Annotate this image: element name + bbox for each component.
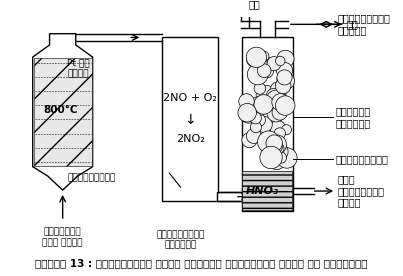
Text: 2NO + O₂: 2NO + O₂ [163,93,217,103]
Circle shape [246,129,261,144]
Circle shape [272,94,289,111]
Circle shape [242,132,257,148]
Text: तनु
नाइट्रिक
अम्ल: तनु नाइट्रिक अम्ल [338,174,385,208]
Circle shape [250,122,262,133]
Circle shape [238,104,256,122]
Circle shape [274,128,285,139]
Circle shape [277,50,294,68]
Text: जल: जल [249,0,260,9]
Text: उत्प्रेरक: उत्प्रेरक [67,173,116,182]
Circle shape [257,120,277,139]
Polygon shape [33,58,92,166]
Circle shape [250,112,262,124]
Circle shape [266,90,287,111]
Text: जल: जल [347,19,358,29]
Circle shape [251,98,265,112]
Circle shape [250,97,269,116]
Circle shape [247,54,260,67]
Text: अमोनिया
तथा वायु: अमोनिया तथा वायु [42,227,83,247]
Circle shape [256,85,276,106]
Circle shape [267,104,285,122]
Bar [241,38,293,211]
Circle shape [276,56,285,66]
Circle shape [240,106,257,123]
Circle shape [271,141,282,153]
Circle shape [270,82,287,99]
Text: क्वार्ट्ज: क्वार्ट्ज [335,154,388,164]
Circle shape [267,135,287,154]
Circle shape [258,51,269,62]
Circle shape [275,78,291,94]
Circle shape [278,73,295,89]
Bar [162,38,218,201]
Text: 2NO₂: 2NO₂ [176,134,204,144]
Circle shape [261,141,272,152]
Bar [243,171,292,210]
Polygon shape [33,34,93,190]
Circle shape [258,131,280,153]
Circle shape [272,105,287,120]
Circle shape [281,125,291,135]
Circle shape [247,64,268,85]
Circle shape [254,95,274,114]
Text: अवशोषण
स्तम्भ: अवशोषण स्तम्भ [335,106,370,128]
Text: चित्र 13 : ओस्टवाल्ड विधि द्वारा नाइट्रिक अम्ल का निर्माण: चित्र 13 : ओस्टवाल्ड विधि द्वारा नाइट्रि… [35,258,368,268]
Circle shape [276,152,287,163]
Circle shape [268,153,285,170]
Circle shape [261,57,274,70]
Circle shape [270,143,288,161]
Text: HNO₃: HNO₃ [246,186,279,196]
Text: अप्रयुक्त
गैसें: अप्रयुक्त गैसें [338,14,391,35]
Circle shape [248,102,262,116]
Circle shape [256,57,269,70]
Circle shape [275,152,285,162]
Text: 800°C: 800°C [44,105,78,115]
Circle shape [274,144,284,153]
Bar [217,192,254,201]
Circle shape [267,57,281,71]
Circle shape [266,88,282,104]
Circle shape [276,96,295,115]
Circle shape [270,121,286,136]
Circle shape [256,116,272,132]
Circle shape [256,57,267,69]
Circle shape [277,70,292,85]
Circle shape [260,146,282,169]
Circle shape [277,71,292,87]
Circle shape [266,135,283,152]
Circle shape [276,148,297,168]
Circle shape [258,64,271,78]
Circle shape [246,47,266,67]
Circle shape [239,94,254,109]
Circle shape [254,83,266,94]
Circle shape [253,114,266,126]
Circle shape [276,62,293,79]
Text: ऑक्सीकारक
स्तम्भ: ऑक्सीकारक स्तम्भ [156,230,205,250]
Text: ↓: ↓ [184,113,196,127]
Text: Pt की
जाली: Pt की जाली [67,59,90,78]
Circle shape [260,64,274,78]
